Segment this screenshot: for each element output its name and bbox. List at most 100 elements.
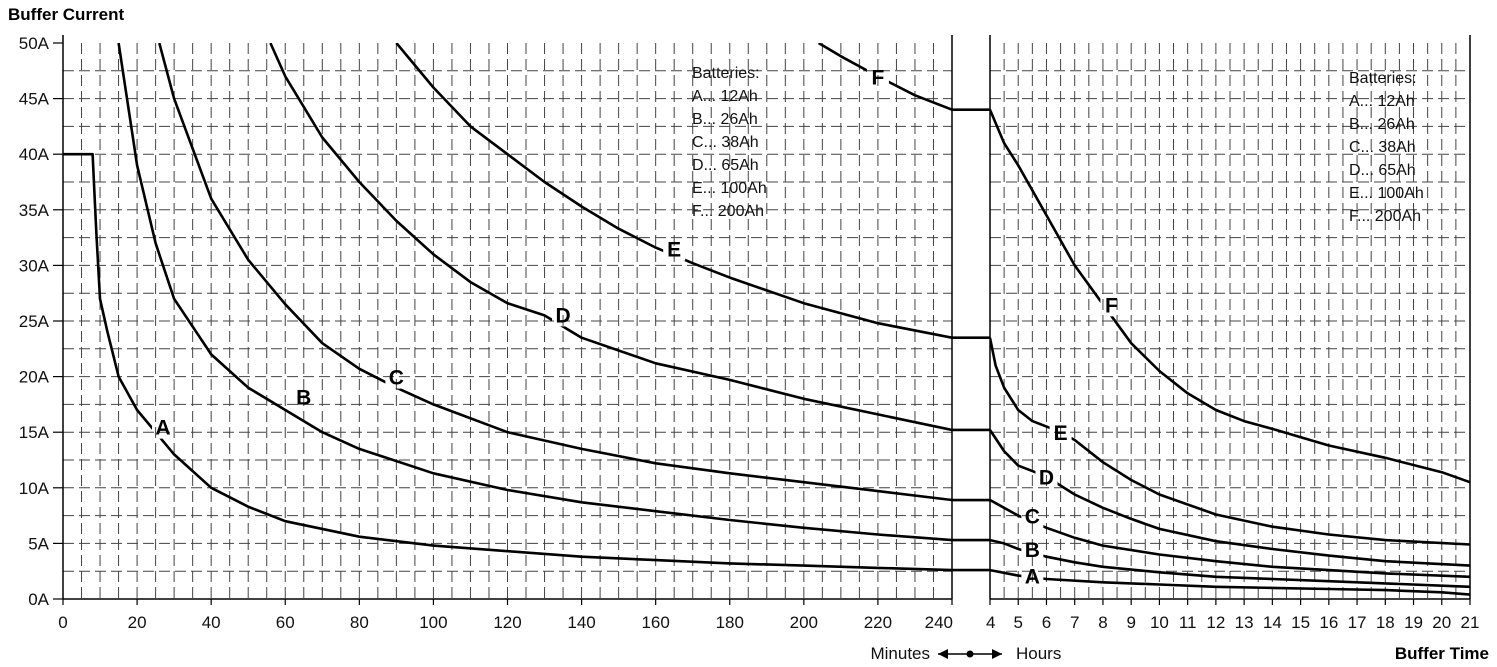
legend-entry: C... 38Ah bbox=[692, 134, 759, 151]
curve-label-B: B bbox=[1025, 539, 1040, 562]
curve-A-minutes bbox=[63, 152, 952, 572]
legend-title: Batteries: bbox=[692, 65, 760, 82]
x-axis-footer: Minutes Hours Buffer Time bbox=[870, 644, 1489, 663]
y-tick-label: 30A bbox=[19, 256, 50, 275]
curve-label-A: A bbox=[1025, 566, 1040, 589]
curve-group bbox=[117, 43, 952, 542]
x-tick-label: 40 bbox=[202, 613, 221, 632]
double-arrow-icon bbox=[938, 649, 1002, 659]
x-tick-label: 8 bbox=[1098, 613, 1107, 632]
curve-group bbox=[990, 337, 1470, 546]
minutes-label: Minutes bbox=[870, 644, 930, 663]
curve-label-F: F bbox=[1105, 294, 1118, 317]
x-tick-label: 17 bbox=[1348, 613, 1367, 632]
curve-D-minutes bbox=[269, 43, 952, 432]
x-tick-label: 0 bbox=[58, 613, 67, 632]
legend-entry: B... 26Ah bbox=[1349, 116, 1415, 133]
curve-label-F: F bbox=[872, 66, 885, 89]
x-axis-title: Buffer Time bbox=[1395, 644, 1489, 663]
x-tick-label: 20 bbox=[1432, 613, 1451, 632]
x-tick-label: 18 bbox=[1376, 613, 1395, 632]
y-tick-label: 5A bbox=[28, 534, 49, 553]
x-tick-label: 180 bbox=[716, 613, 744, 632]
x-tick-label: 120 bbox=[493, 613, 521, 632]
y-tick-label: 20A bbox=[19, 368, 50, 387]
x-tick-label: 12 bbox=[1206, 613, 1225, 632]
curve-label-C: C bbox=[1025, 506, 1040, 529]
curve-label-B: B bbox=[296, 387, 311, 410]
curve-group bbox=[990, 498, 1470, 579]
curve-label-D: D bbox=[1039, 467, 1054, 490]
y-tick-label: 10A bbox=[19, 479, 50, 498]
curve-label-C: C bbox=[389, 367, 404, 390]
curve-F-hours bbox=[990, 109, 1470, 484]
legend-entry: E... 100Ah bbox=[1349, 185, 1424, 202]
legend-hours: Batteries: A... 12Ah B... 26Ah C... 38Ah D..… bbox=[1349, 70, 1424, 225]
x-tick-label: 140 bbox=[567, 613, 595, 632]
y-tick-label: 15A bbox=[19, 423, 50, 442]
x-tick-label: 240 bbox=[925, 613, 953, 632]
x-tick-label: 200 bbox=[790, 613, 818, 632]
legends: Batteries: A... 12Ah B... 26Ah C... 38Ah D..… bbox=[692, 65, 1424, 225]
y-tick-label: 40A bbox=[19, 145, 50, 164]
legend-minutes: Batteries: A... 12Ah B... 26Ah C... 38Ah D..… bbox=[692, 65, 767, 220]
y-tick-label: 45A bbox=[19, 90, 50, 109]
x-tick-label: 7 bbox=[1070, 613, 1079, 632]
x-tick-label: 21 bbox=[1461, 613, 1480, 632]
curve-group bbox=[817, 43, 952, 111]
x-tick-label: 19 bbox=[1404, 613, 1423, 632]
x-tick-label: 14 bbox=[1263, 613, 1282, 632]
curve-group bbox=[269, 43, 952, 432]
curve-group bbox=[158, 43, 952, 502]
curve-C-hours bbox=[990, 498, 1470, 579]
y-tick-label: 50A bbox=[19, 34, 50, 53]
curve-label-E: E bbox=[1054, 422, 1068, 445]
x-tick-label: 6 bbox=[1042, 613, 1051, 632]
curve-group bbox=[990, 429, 1470, 567]
curve-group bbox=[395, 43, 952, 339]
legend-entry: F... 200Ah bbox=[692, 203, 764, 220]
x-tick-label: 4 bbox=[986, 613, 995, 632]
legend-entry: C... 38Ah bbox=[1349, 139, 1416, 156]
y-tick-label: 0A bbox=[28, 590, 49, 609]
y-tick-label: 25A bbox=[19, 312, 50, 331]
x-tick-label: 80 bbox=[350, 613, 369, 632]
x-tick-label: 20 bbox=[128, 613, 147, 632]
curve-F-minutes bbox=[817, 43, 952, 111]
legend-title: Batteries: bbox=[1349, 70, 1417, 87]
curve-B-hours bbox=[990, 538, 1470, 589]
curve-E-hours bbox=[990, 337, 1470, 546]
y-axis-title: Buffer Current bbox=[8, 5, 125, 24]
y-tick-label: 35A bbox=[19, 201, 50, 220]
x-tick-label: 13 bbox=[1235, 613, 1254, 632]
curve-group bbox=[990, 109, 1470, 484]
x-tick-label: 160 bbox=[641, 613, 669, 632]
curve-label-D: D bbox=[555, 304, 570, 327]
curve-E-minutes bbox=[395, 43, 952, 339]
hours-label: Hours bbox=[1016, 644, 1061, 663]
x-tick-label: 100 bbox=[419, 613, 447, 632]
curve-C-minutes bbox=[158, 43, 952, 502]
legend-entry: F... 200Ah bbox=[1349, 208, 1421, 225]
curve-group bbox=[990, 538, 1470, 589]
x-tick-label: 11 bbox=[1179, 613, 1197, 632]
x-tick-label: 16 bbox=[1319, 613, 1338, 632]
legend-entry: E... 100Ah bbox=[692, 180, 767, 197]
x-tick-label: 9 bbox=[1126, 613, 1135, 632]
grid bbox=[63, 43, 1470, 599]
x-tick-label: 10 bbox=[1150, 613, 1169, 632]
curve-D-hours bbox=[990, 429, 1470, 567]
x-tick-label: 15 bbox=[1291, 613, 1310, 632]
curve-group bbox=[63, 152, 952, 572]
curve-B-minutes bbox=[117, 43, 952, 542]
legend-entry: D... 65Ah bbox=[692, 157, 759, 174]
curve-label-A: A bbox=[155, 417, 170, 440]
curve-group bbox=[990, 568, 1470, 596]
legend-entry: A... 12Ah bbox=[1349, 93, 1415, 110]
x-tick-label: 5 bbox=[1014, 613, 1023, 632]
legend-entry: D... 65Ah bbox=[1349, 162, 1416, 179]
x-tick-label: 60 bbox=[276, 613, 295, 632]
